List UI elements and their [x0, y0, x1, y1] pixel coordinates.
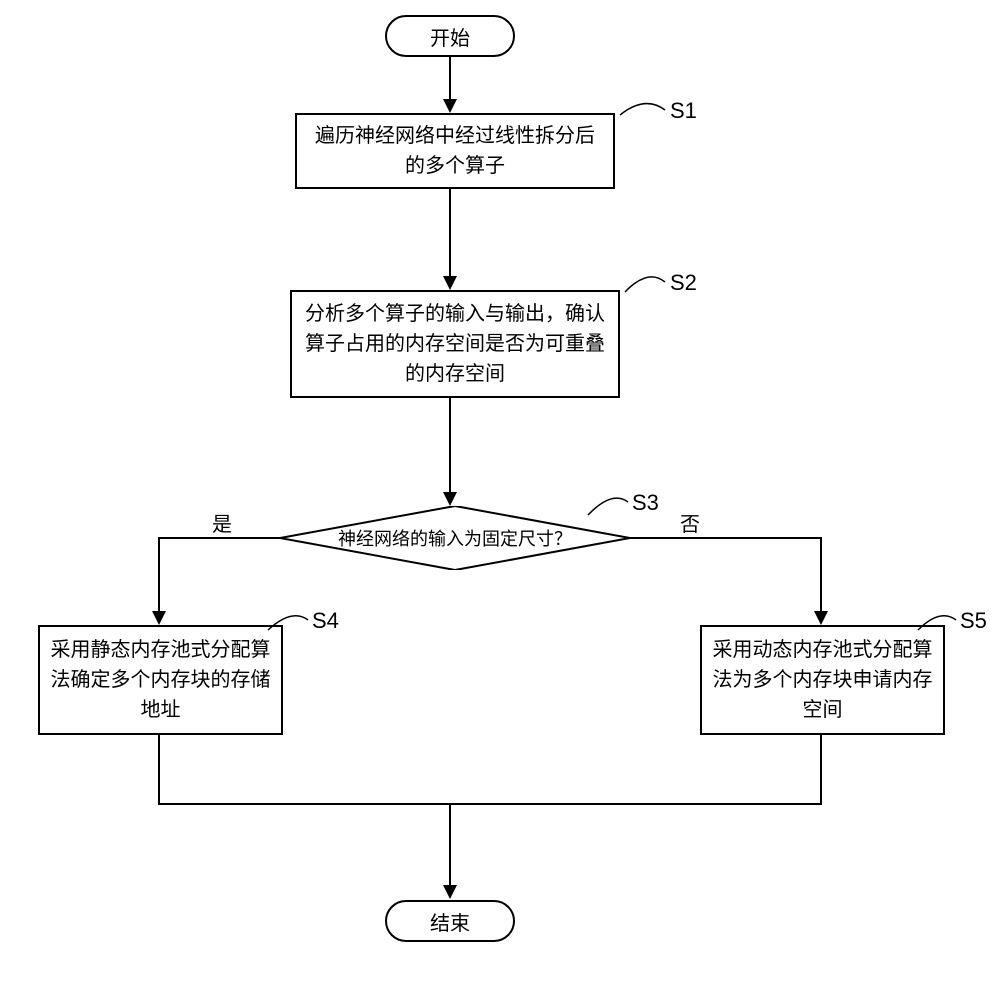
s4-step-label: S4	[312, 608, 339, 634]
edge-s1-s2	[449, 189, 451, 278]
s2-node: 分析多个算子的输入与输出，确认算子占用的内存空间是否为可重叠的内存空间	[290, 290, 620, 398]
s5-node: 采用动态内存池式分配算法为多个内存块申请内存空间	[700, 625, 945, 735]
s2-step-label: S2	[670, 270, 697, 296]
edge-s5-merge-v	[820, 735, 822, 805]
edge-start-s1	[449, 57, 451, 101]
s3-step-label: S3	[632, 490, 659, 516]
decision-no-label: 否	[680, 508, 700, 537]
start-text: 开始	[430, 22, 470, 51]
edge-merge-h	[158, 803, 822, 805]
s3-node: 神经网络的输入为固定尺寸？	[280, 506, 630, 570]
edge-s4-merge-v	[158, 735, 160, 805]
s1-text: 遍历神经网络中经过线性拆分后的多个算子	[307, 121, 603, 181]
s4-node: 采用静态内存池式分配算法确定多个内存块的存储地址	[38, 625, 283, 735]
edge-s3-s5-v	[820, 537, 822, 613]
s2-text: 分析多个算子的输入与输出，确认算子占用的内存空间是否为可重叠的内存空间	[302, 299, 608, 389]
edge-merge-down	[449, 805, 451, 887]
start-node: 开始	[385, 15, 515, 57]
arrowhead-s1-s2	[443, 276, 457, 290]
arrowhead-s2-s3	[443, 492, 457, 506]
s5-text: 采用动态内存池式分配算法为多个内存块申请内存空间	[712, 635, 933, 725]
s1-node: 遍历神经网络中经过线性拆分后的多个算子	[295, 113, 615, 189]
end-node: 结束	[385, 900, 515, 942]
arrowhead-start-s1	[443, 99, 457, 113]
s5-step-label: S5	[960, 608, 987, 634]
decision-yes-label: 是	[212, 508, 232, 537]
arrowhead-s3-s4	[152, 611, 166, 625]
arrowhead-merge-end	[443, 885, 457, 899]
edge-s3-s4-v	[158, 537, 160, 613]
s4-text: 采用静态内存池式分配算法确定多个内存块的存储地址	[50, 635, 271, 725]
edge-s3-s5-h	[630, 537, 822, 539]
edge-s3-s4-h	[158, 537, 280, 539]
arrowhead-s3-s5	[814, 611, 828, 625]
s3-text: 神经网络的输入为固定尺寸？	[338, 525, 572, 551]
end-text: 结束	[430, 907, 470, 936]
s1-step-label: S1	[670, 98, 697, 124]
edge-s2-s3	[449, 398, 451, 494]
